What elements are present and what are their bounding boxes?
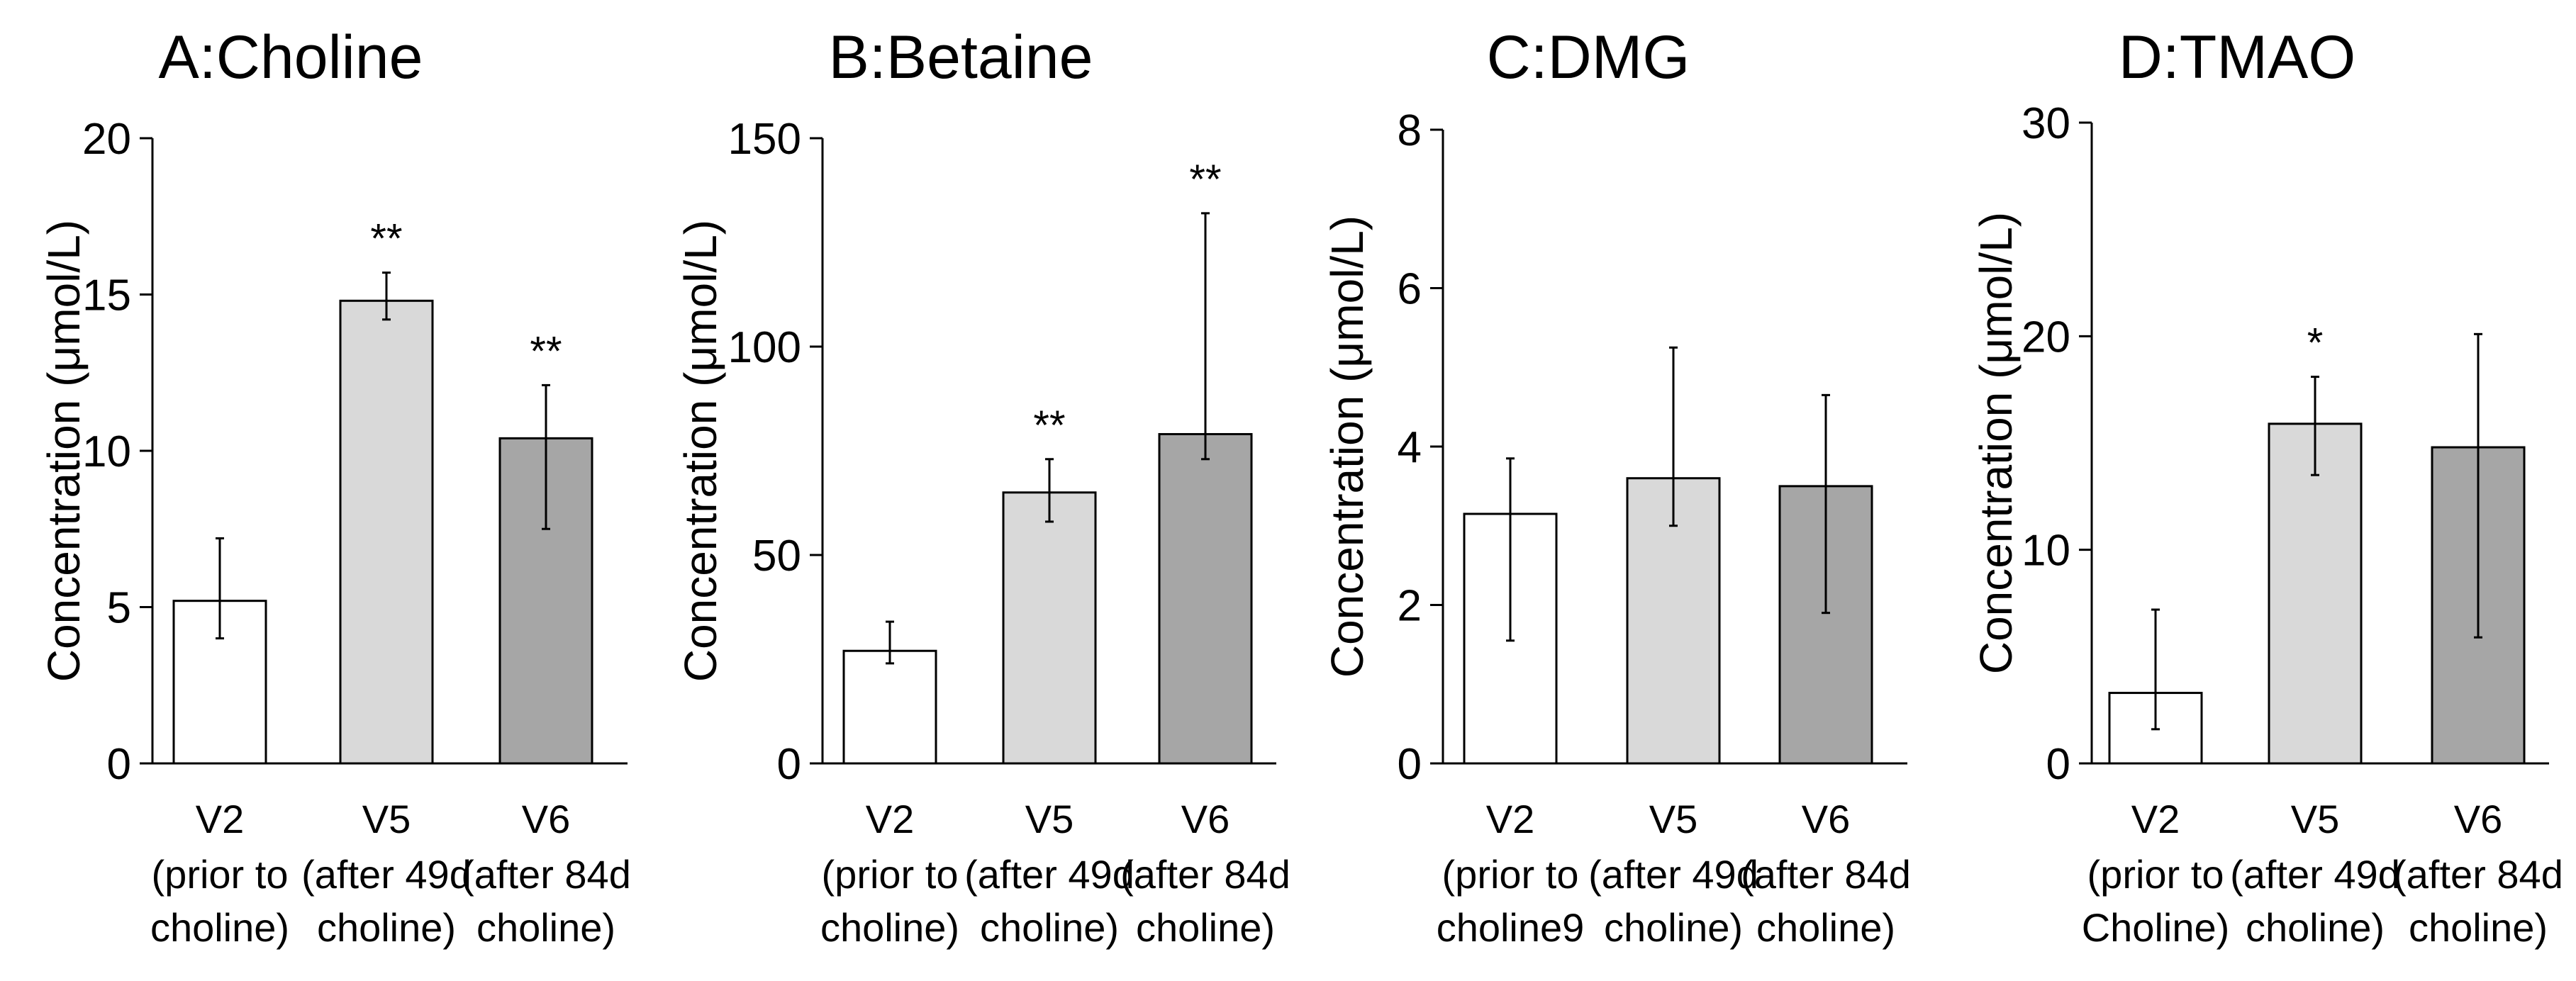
chart-panel-3: C:DMG Concentration (μmol/L) 0 2 4 6 8 V2 (prior…: [1322, 23, 1911, 950]
x-tick-label: (after 84d: [1741, 852, 1911, 897]
x-tick-label: V2: [866, 797, 915, 841]
y-tick-label: 30: [2022, 99, 2070, 148]
x-tick-label: choline9: [1437, 905, 1585, 950]
y-tick-label: 20: [2022, 313, 2070, 361]
chart-title: D:TMAO: [2119, 23, 2355, 91]
x-tick-label: (after 49d: [1588, 852, 1758, 897]
x-tick-label: V6: [1181, 797, 1230, 841]
y-tick-label: 0: [107, 740, 131, 789]
x-tick-label: V5: [362, 797, 411, 841]
chart-panel-2: B:Betaine Concentration (μmol/L) 0 50 100 150…: [675, 23, 1290, 950]
x-tick-label: choline): [1136, 905, 1275, 950]
x-tick-label: V5: [1649, 797, 1698, 841]
x-tick-label: (prior to: [822, 852, 959, 897]
y-tick-label: 2: [1398, 582, 1422, 631]
x-tick-label: V5: [2291, 797, 2340, 841]
y-tick-label: 15: [82, 271, 131, 320]
significance-marker: **: [1189, 157, 1221, 203]
x-tick-label: choline): [2246, 905, 2385, 950]
chart-title: B:Betaine: [829, 23, 1093, 91]
x-tick-label: Choline): [2082, 905, 2230, 950]
y-tick-label: 0: [777, 740, 801, 789]
bar-1: [842, 649, 937, 765]
bar-2: [1002, 491, 1097, 765]
chart-title: A:Choline: [159, 23, 423, 91]
chart-panel-1: A:Choline Concentration (μmol/L) 0 5 10 15 20 V…: [38, 23, 631, 950]
x-tick-label: V6: [522, 797, 571, 841]
y-axis-label: Concentration (μmol/L): [38, 220, 89, 682]
y-tick-label: 50: [752, 532, 801, 581]
x-tick-label: choline): [2409, 905, 2548, 950]
x-tick-label: choline): [1604, 905, 1743, 950]
x-tick-label: choline): [317, 905, 456, 950]
y-tick-label: 10: [2022, 527, 2070, 576]
x-tick-label: (after 84d: [461, 852, 631, 897]
y-tick-label: 6: [1398, 265, 1422, 314]
x-tick-label: V2: [196, 797, 245, 841]
y-axis-label: Concentration (μmol/L): [1970, 212, 2022, 674]
y-tick-label: 0: [1398, 740, 1422, 789]
x-tick-label: V2: [1486, 797, 1535, 841]
y-tick-label: 150: [728, 115, 801, 164]
x-tick-label: V2: [2131, 797, 2180, 841]
y-tick-label: 4: [1398, 423, 1422, 472]
x-tick-label: V6: [1802, 797, 1851, 841]
y-tick-label: 0: [2046, 740, 2070, 789]
bar-2: [2268, 422, 2363, 765]
x-tick-label: (after 49d: [964, 852, 1134, 897]
x-tick-label: (after 84d: [2393, 852, 2563, 897]
significance-marker: **: [530, 328, 562, 374]
x-tick-label: (after 84d: [1120, 852, 1290, 897]
bar-3: [1158, 432, 1253, 765]
x-tick-label: choline): [820, 905, 959, 950]
x-tick-label: (prior to: [1442, 852, 1579, 897]
x-tick-label: V6: [2454, 797, 2503, 841]
x-tick-label: (after 49d: [2230, 852, 2400, 897]
x-tick-label: (prior to: [152, 852, 289, 897]
y-axis-label: Concentration (μmol/L): [1322, 215, 1373, 678]
x-tick-label: choline): [150, 905, 289, 950]
significance-marker: **: [370, 216, 402, 262]
y-tick-label: 20: [82, 115, 131, 164]
x-tick-label: V5: [1025, 797, 1074, 841]
x-tick-label: choline): [476, 905, 615, 950]
bar-2: [339, 299, 434, 765]
y-tick-label: 100: [728, 323, 801, 372]
significance-marker: **: [1033, 403, 1065, 449]
y-axis-label: Concentration (μmol/L): [675, 220, 726, 682]
significance-marker: *: [2307, 320, 2324, 366]
y-tick-label: 8: [1398, 106, 1422, 155]
y-tick-label: 10: [82, 427, 131, 476]
x-tick-label: (prior to: [2087, 852, 2224, 897]
y-tick-label: 5: [107, 584, 131, 633]
chart-title: C:DMG: [1487, 23, 1690, 91]
x-tick-label: choline): [980, 905, 1119, 950]
chart-panel-4: D:TMAO Concentration (μmol/L) 0 10 20 30 V2 (pr…: [1970, 23, 2563, 950]
x-tick-label: choline): [1756, 905, 1895, 950]
x-tick-label: (after 49d: [301, 852, 472, 897]
